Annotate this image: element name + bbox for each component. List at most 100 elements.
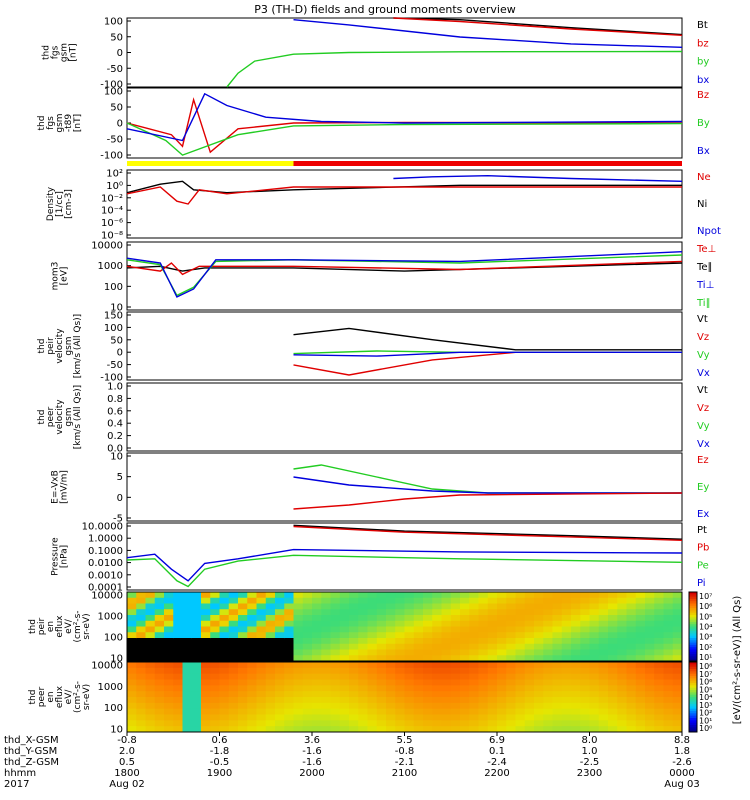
peir-eflux-cell <box>201 638 211 645</box>
peer-eflux-cell <box>275 679 285 686</box>
peer-eflux-cell <box>598 726 609 733</box>
peir-eflux-cell <box>228 597 239 604</box>
peer-eflux-cell <box>191 726 202 733</box>
peir-eflux-cell <box>210 643 220 650</box>
peer-eflux-cell <box>645 679 655 686</box>
peer-eflux-cell <box>376 702 387 710</box>
peer-eflux-cell <box>580 679 590 686</box>
peir-eflux-cell <box>432 649 442 656</box>
peir-eflux-cell <box>663 597 674 604</box>
peer-eflux-colorbar-tick: 10¹ <box>699 716 712 725</box>
x-tick-label: 1900 <box>207 768 232 779</box>
peir-eflux-cell <box>238 603 248 610</box>
peir-eflux-cell <box>543 649 553 656</box>
peir-eflux-cell <box>626 638 637 645</box>
peir-eflux-cell <box>663 592 674 599</box>
peir-eflux-colorbar-cell <box>689 624 697 627</box>
peir-eflux-colorbar-cell <box>689 656 697 660</box>
peer-eflux-cell <box>302 702 313 710</box>
peir-eflux-cell <box>238 632 248 639</box>
peer-eflux-cell <box>543 708 553 715</box>
peer-eflux-cell <box>349 679 359 686</box>
peir-eflux-cell <box>515 626 526 633</box>
peir-eflux-cell <box>672 655 683 662</box>
peer-eflux-colorbar-tick: 10⁸ <box>699 662 712 671</box>
peir-eflux-cell <box>654 609 664 616</box>
peer-eflux-cell <box>672 720 683 727</box>
peer-eflux-cell <box>441 708 452 715</box>
peir-eflux-cell <box>164 655 174 662</box>
peir-eflux-cell <box>534 597 544 604</box>
peer-eflux-cell <box>423 726 433 733</box>
peir-eflux-cell <box>524 649 535 656</box>
peir-eflux-cell <box>210 615 220 622</box>
peer-eflux-cell <box>127 679 137 686</box>
peer-eflux-cell <box>228 667 239 675</box>
peer-eflux-cell <box>154 720 165 727</box>
peir-eflux-cell <box>210 603 220 610</box>
peir-eflux-cell <box>256 592 267 599</box>
peir-eflux-cell <box>284 615 294 622</box>
peer-eflux-cell <box>672 667 683 675</box>
peer-eflux-cell <box>182 685 193 692</box>
fgs-gsm-t89-ylabel: thd <box>37 116 47 131</box>
peir-eflux-cell <box>191 626 202 633</box>
peir-eflux-cell <box>210 597 220 604</box>
peir-eflux-cell <box>293 592 304 599</box>
peer-eflux-cell <box>247 685 257 692</box>
fgs-gsm-ylabel: thd <box>42 45 52 60</box>
peer-eflux-cell <box>617 667 627 675</box>
peer-eflux-cell <box>210 685 220 692</box>
peer-eflux-cell <box>663 673 674 680</box>
peir-eflux-cell <box>275 655 285 662</box>
peir-eflux-cell <box>312 649 322 656</box>
pressure-series-pb <box>293 525 683 541</box>
region-bar-segment <box>293 161 682 166</box>
peir-eflux-cell <box>191 643 202 650</box>
peir-eflux-cell <box>201 643 211 650</box>
peer-eflux-cell <box>635 708 646 715</box>
peir-eflux-cell <box>441 638 452 645</box>
peir-eflux-cell <box>173 655 183 662</box>
peir-eflux-cell <box>404 597 415 604</box>
peir-eflux-cell <box>617 615 627 622</box>
peir-eflux-cell <box>450 643 461 650</box>
peir-eflux-cell <box>367 609 378 616</box>
x-tick-label: 5.5 <box>397 735 413 746</box>
peir-eflux-cell <box>358 597 368 604</box>
peer-eflux-cell <box>617 691 627 698</box>
peer-eflux-cell <box>441 685 452 692</box>
pressure-series-pt <box>293 524 683 540</box>
peer-eflux-cell <box>626 726 637 733</box>
peer-eflux-cell <box>219 679 230 686</box>
peer-eflux-cell <box>460 673 470 680</box>
peer-eflux-cell <box>339 679 350 686</box>
peer-eflux-colorbar-cell <box>689 722 697 726</box>
peer-eflux-cell <box>571 691 581 698</box>
peir-eflux-cell <box>386 655 396 662</box>
density-legend-npot: Npot <box>697 226 721 237</box>
peer-eflux-cell <box>330 673 341 680</box>
peer-eflux-cell <box>608 726 618 733</box>
peir-eflux-cell <box>571 603 581 610</box>
peir-eflux-cell <box>404 638 415 645</box>
peer-eflux-cell <box>312 726 322 733</box>
peir-eflux-cell <box>247 643 257 650</box>
peir-eflux-cell <box>191 603 202 610</box>
x-tick-label: 2100 <box>392 768 417 779</box>
peer-eflux-cell <box>469 673 479 680</box>
peir-eflux-cell <box>617 592 627 599</box>
peir-eflux-cell <box>534 649 544 656</box>
peir-eflux-cell <box>423 597 433 604</box>
peer-eflux-cell <box>626 667 637 675</box>
peir-eflux-cell <box>182 597 193 604</box>
peer-eflux-cell <box>450 662 461 669</box>
peer-eflux-cell <box>654 662 664 669</box>
fgs-gsm-ytick: -50 <box>107 64 123 75</box>
peer-eflux-ylabel: thd <box>28 690 38 705</box>
peer-eflux-cell <box>672 673 683 680</box>
peer-eflux-cell <box>238 708 248 715</box>
peer-eflux-cell <box>423 679 433 686</box>
peir-eflux-cell <box>284 597 294 604</box>
peer-eflux-cell <box>312 720 322 727</box>
